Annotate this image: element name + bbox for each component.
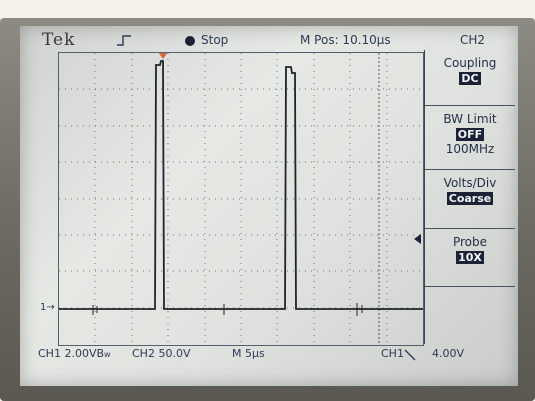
menu-probe-button[interactable]: Probe 10X [425, 229, 515, 287]
trigger-edge-icon [117, 35, 131, 46]
active-channel-tab[interactable]: CH2 [460, 33, 486, 47]
trigger-position-marker-icon [158, 52, 168, 59]
menu-bw-limit-title: BW Limit [443, 112, 497, 126]
brand-logo: Tek [42, 30, 76, 50]
menu-probe-value: 10X [456, 251, 484, 264]
menu-coupling-title: Coupling [443, 56, 497, 70]
menu-bw-limit-sub: 100MHz [445, 142, 495, 156]
ch2-scale-readout: CH2 50.0V [132, 347, 191, 360]
menu-volts-div-value: Coarse [446, 192, 494, 205]
menu-coupling-button[interactable]: Coupling DC [425, 50, 515, 106]
trigger-level-marker-icon [414, 234, 421, 244]
waveform-graticule [58, 52, 424, 346]
trigger-source-readout: CH1 [381, 347, 404, 360]
menu-coupling-value: DC [459, 72, 481, 85]
status-bar-bottom: CH1 2.00VBw CH2 50.0V M 5µs CH1 4.00V [36, 346, 506, 364]
noise-glitches [92, 303, 363, 316]
menu-probe-title: Probe [452, 235, 488, 249]
waveform-display [59, 53, 423, 345]
run-status-label: Stop [201, 33, 229, 47]
main-position-readout: M Pos: 10.10µs [300, 33, 391, 47]
trigger-level-readout: 4.00V [432, 347, 465, 360]
menu-bw-limit-button[interactable]: BW Limit OFF 100MHz [425, 106, 515, 170]
menu-blank-button[interactable] [425, 287, 515, 343]
side-menu: Coupling DC BW Limit OFF 100MHz Volts/Di… [424, 50, 515, 344]
menu-bw-limit-value: OFF [455, 128, 485, 141]
menu-volts-div-title: Volts/Div [443, 176, 497, 190]
menu-volts-div-button[interactable]: Volts/Div Coarse [425, 170, 515, 229]
status-bar-top: Tek Stop M Pos: 10.10µs CH2 [28, 30, 508, 50]
falling-slope-icon [404, 349, 416, 361]
oscilloscope-screen [20, 26, 518, 386]
run-status-indicator-icon [185, 36, 195, 46]
ch1-ground-marker: 1→ [40, 302, 55, 313]
ch1-scale-readout: CH1 2.00VBw [38, 347, 111, 360]
timebase-readout: M 5µs [232, 347, 265, 360]
